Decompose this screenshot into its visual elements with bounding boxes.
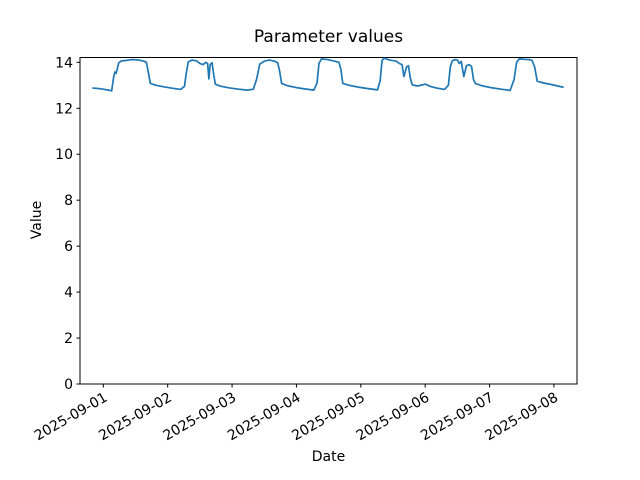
y-tick-label: 8: [64, 193, 73, 209]
axes-frame: [79, 57, 578, 385]
y-tick-label: 2: [64, 331, 73, 347]
y-axis-label: Value: [29, 200, 45, 240]
x-tick-label: 2025-09-08: [482, 390, 560, 445]
x-axis-label: Date: [311, 449, 346, 465]
y-tick-label: 6: [64, 239, 73, 255]
axes-spines: [79, 57, 578, 385]
chart-title: Parameter values: [253, 27, 404, 47]
y-tick-label: 14: [55, 55, 73, 71]
series-line: [92, 57, 564, 92]
y-tick-label: 4: [64, 285, 73, 301]
y-tick-label: 12: [55, 101, 73, 117]
y-tick-label: 10: [55, 147, 73, 163]
y-tick-label: 0: [64, 377, 73, 393]
series-lines: [92, 57, 564, 92]
axis-ticks: [76, 61, 555, 388]
